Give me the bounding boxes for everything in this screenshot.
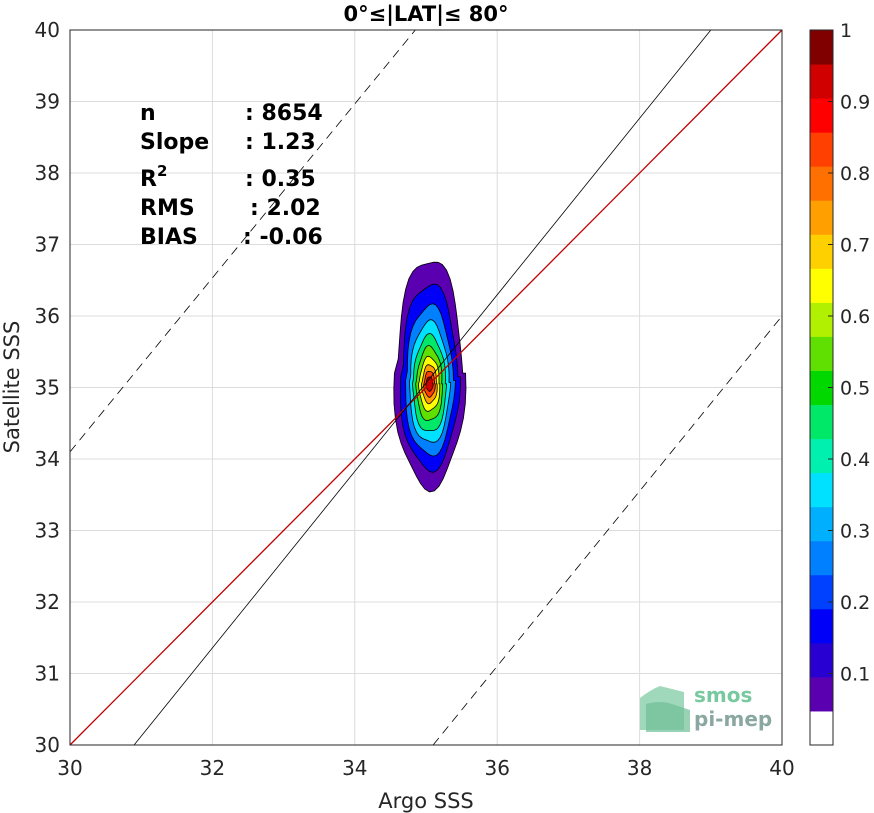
- colorbar-band: [810, 98, 833, 133]
- y-tick-label: 37: [35, 233, 60, 257]
- colorbar-band: [810, 64, 833, 99]
- stat-value: : -0.06: [243, 225, 323, 250]
- x-tick-label: 38: [627, 756, 652, 780]
- colorbar-tick-label: 0.3: [840, 521, 870, 543]
- stat-name: BIAS: [140, 225, 198, 250]
- colorbar-tick-label: 0.7: [840, 235, 870, 257]
- colorbar-band: [810, 676, 833, 712]
- colorbar-tick-label: 0.8: [840, 163, 870, 185]
- y-tick-label: 35: [35, 376, 60, 400]
- colorbar-band: [810, 472, 833, 508]
- colorbar-band: [810, 370, 833, 406]
- y-tick-label: 31: [35, 662, 60, 686]
- colorbar-tick-label: 0.9: [840, 92, 870, 114]
- stat-name: n: [140, 101, 156, 126]
- colorbar-band: [810, 302, 833, 337]
- x-tick-label: 34: [342, 756, 367, 780]
- colorbar-tick-label: 0.4: [840, 449, 870, 471]
- regression-stats: n : 8654 Slope : 1.23 R2 : 0.35 RMS : 2.02 BIAS:…: [140, 101, 323, 250]
- x-tick-label: 36: [484, 756, 509, 780]
- logo-line1: smos: [694, 683, 752, 707]
- reference-lines: [69, 29, 783, 746]
- lower-bound-line: [432, 315, 783, 746]
- colorbar-band: [810, 268, 833, 303]
- colorbar-tick-label: 0.1: [840, 664, 870, 686]
- colorbar-tick-label: 1: [840, 20, 852, 42]
- colorbar-band: [810, 642, 833, 678]
- colorbar-tick-labels: 0.1 0.2 0.3 0.4 0.5 0.6 0.7 0.8 0.9 1: [828, 20, 870, 686]
- stat-name: R2: [140, 162, 167, 192]
- colorbar-tick-label: 0.2: [840, 592, 870, 614]
- colorbar-band: [810, 540, 833, 576]
- stat-name: Slope: [140, 130, 209, 155]
- x-tick-label: 30: [57, 756, 82, 780]
- x-tick-label: 32: [200, 756, 225, 780]
- identity-line: [69, 29, 783, 746]
- smos-pi-mep-logo: smos pi-mep: [640, 683, 772, 732]
- chart-title: 0°≤|LAT|≤ 80°: [343, 2, 508, 27]
- x-tick-labels: 30 32 34 36 38 40: [57, 756, 794, 780]
- y-tick-label: 40: [35, 18, 60, 42]
- y-tick-label: 32: [35, 590, 60, 614]
- upper-bound-line: [69, 29, 416, 453]
- colorbar-band: [810, 506, 833, 542]
- stat-value: : 1.23: [245, 130, 316, 155]
- colorbar-band: [810, 30, 833, 65]
- x-axis-label: Argo SSS: [378, 789, 473, 813]
- y-tick-label: 33: [35, 519, 60, 543]
- x-tick-label: 40: [769, 756, 794, 780]
- colorbar-band: [810, 608, 833, 644]
- density-contours: [393, 261, 467, 493]
- colorbar: [809, 29, 834, 746]
- stat-value: : 0.35: [245, 167, 316, 192]
- regression-line: [133, 29, 712, 746]
- colorbar-band: [810, 574, 833, 610]
- colorbar-band: [810, 710, 833, 746]
- colorbar-band: [810, 336, 833, 371]
- y-tick-label: 34: [35, 447, 60, 471]
- colorbar-band: [810, 234, 833, 269]
- colorbar-band: [810, 132, 833, 167]
- colorbar-band: [810, 404, 833, 440]
- y-tick-label: 36: [35, 304, 60, 328]
- colorbar-band: [810, 166, 833, 201]
- y-tick-label: 30: [35, 733, 60, 757]
- stat-superscript: 2: [157, 162, 167, 180]
- colorbar-band: [810, 200, 833, 235]
- stat-value: : 2.02: [250, 196, 321, 221]
- y-tick-label: 39: [35, 90, 60, 114]
- y-tick-labels: 30 31 32 33 34 35 36 37 38 39 40: [35, 18, 60, 757]
- colorbar-band: [810, 438, 833, 474]
- stat-name: RMS: [140, 196, 195, 221]
- plot-frame: [69, 29, 783, 746]
- stat-value: : 8654: [245, 101, 323, 126]
- logo-line2: pi-mep: [694, 707, 772, 731]
- colorbar-tick-label: 0.5: [840, 378, 870, 400]
- colorbar-tick-label: 0.6: [840, 306, 870, 328]
- y-tick-label: 38: [35, 161, 60, 185]
- y-axis-label: Satellite SSS: [0, 321, 24, 454]
